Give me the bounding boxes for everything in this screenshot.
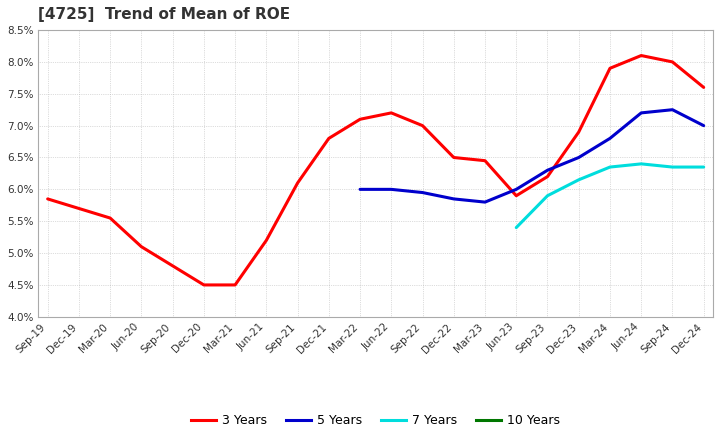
Legend: 3 Years, 5 Years, 7 Years, 10 Years: 3 Years, 5 Years, 7 Years, 10 Years xyxy=(186,409,565,432)
5 Years xyxy=(512,187,521,192)
Line: 5 Years: 5 Years xyxy=(360,110,703,202)
5 Years xyxy=(418,190,427,195)
5 Years xyxy=(449,196,458,202)
5 Years xyxy=(668,107,677,112)
Line: 3 Years: 3 Years xyxy=(48,55,703,285)
3 Years xyxy=(387,110,395,116)
3 Years xyxy=(637,53,646,58)
3 Years xyxy=(231,282,240,288)
7 Years xyxy=(575,177,583,183)
3 Years xyxy=(481,158,490,163)
7 Years xyxy=(668,165,677,170)
3 Years xyxy=(699,85,708,90)
7 Years xyxy=(637,161,646,166)
3 Years xyxy=(512,193,521,198)
5 Years xyxy=(387,187,395,192)
5 Years xyxy=(575,155,583,160)
3 Years xyxy=(543,174,552,179)
3 Years xyxy=(418,123,427,128)
7 Years xyxy=(699,165,708,170)
3 Years xyxy=(293,180,302,186)
3 Years xyxy=(356,117,364,122)
3 Years xyxy=(449,155,458,160)
5 Years xyxy=(699,123,708,128)
3 Years xyxy=(606,66,614,71)
5 Years xyxy=(637,110,646,116)
3 Years xyxy=(668,59,677,65)
Line: 7 Years: 7 Years xyxy=(516,164,703,227)
3 Years xyxy=(106,216,114,221)
7 Years xyxy=(512,225,521,230)
5 Years xyxy=(481,199,490,205)
Text: [4725]  Trend of Mean of ROE: [4725] Trend of Mean of ROE xyxy=(38,7,290,22)
7 Years xyxy=(606,165,614,170)
3 Years xyxy=(43,196,52,202)
3 Years xyxy=(199,282,208,288)
3 Years xyxy=(575,129,583,135)
5 Years xyxy=(543,168,552,173)
3 Years xyxy=(137,244,145,249)
3 Years xyxy=(325,136,333,141)
3 Years xyxy=(75,206,84,211)
5 Years xyxy=(606,136,614,141)
3 Years xyxy=(262,238,271,243)
7 Years xyxy=(543,193,552,198)
5 Years xyxy=(356,187,364,192)
3 Years xyxy=(168,263,177,268)
